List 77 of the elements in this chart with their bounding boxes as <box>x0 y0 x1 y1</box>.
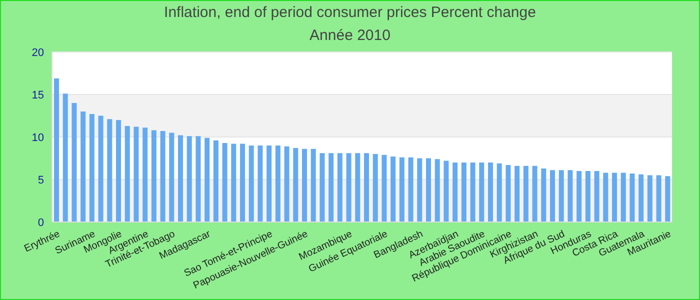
bar <box>444 160 449 222</box>
bar <box>160 131 166 222</box>
y-tick-label: 15 <box>32 89 44 102</box>
bar <box>134 126 139 222</box>
bar <box>196 136 201 222</box>
bar <box>488 162 493 222</box>
bar <box>585 171 590 222</box>
bar <box>54 78 59 222</box>
bar <box>310 148 316 222</box>
bar <box>178 135 183 222</box>
bar <box>328 153 334 222</box>
y-tick-label: 0 <box>38 216 44 229</box>
bar <box>222 142 228 222</box>
y-tick-label: 5 <box>38 174 44 186</box>
bar <box>550 170 555 222</box>
bar <box>532 166 538 222</box>
bar <box>213 140 218 222</box>
bar <box>461 162 466 222</box>
bar <box>620 172 626 222</box>
bar <box>408 157 414 222</box>
bar <box>124 126 130 222</box>
bar <box>541 168 546 222</box>
bar <box>372 154 378 222</box>
bar <box>638 174 644 222</box>
bar <box>204 138 210 222</box>
bar <box>320 153 325 222</box>
bar <box>284 146 290 222</box>
bar <box>399 157 404 222</box>
bar <box>72 103 77 222</box>
bar <box>98 116 104 222</box>
bar <box>417 158 422 222</box>
chart-title: Inflation, end of period consumer prices Percent change <box>163 4 537 21</box>
bar <box>603 172 608 222</box>
bar <box>523 166 528 222</box>
bar <box>107 119 112 222</box>
bar <box>452 162 458 222</box>
bar <box>248 146 254 222</box>
chart-subtitle: Année 2010 <box>308 27 392 44</box>
bar <box>514 166 520 222</box>
bar <box>382 154 387 222</box>
bar <box>62 94 68 222</box>
bar <box>293 148 298 222</box>
bar <box>506 165 511 222</box>
bar <box>240 144 245 222</box>
bar <box>594 171 600 222</box>
bar <box>80 112 86 222</box>
bar <box>169 132 174 222</box>
bar <box>116 120 121 222</box>
bar <box>479 162 484 222</box>
bar <box>142 128 148 222</box>
bar <box>355 153 360 222</box>
bar <box>364 153 369 222</box>
bar <box>496 163 502 222</box>
bar <box>434 159 440 222</box>
bar <box>576 171 582 222</box>
bar <box>568 170 573 222</box>
bar <box>258 146 263 222</box>
bar <box>665 176 670 222</box>
bar <box>151 130 156 222</box>
bar <box>390 156 396 222</box>
bar <box>470 162 476 222</box>
y-tick-label: 20 <box>32 46 44 59</box>
bar <box>426 158 431 222</box>
bar <box>231 144 236 222</box>
bar <box>266 146 272 222</box>
bar <box>612 172 617 222</box>
bar <box>302 148 307 222</box>
bar <box>346 153 352 222</box>
bar <box>630 174 635 222</box>
y-tick-label: 10 <box>32 132 44 144</box>
bar <box>186 136 192 222</box>
bar <box>656 175 662 222</box>
bar <box>647 175 652 222</box>
bar <box>275 146 280 222</box>
bar <box>89 114 94 222</box>
bar <box>558 170 564 222</box>
bar <box>337 153 342 222</box>
